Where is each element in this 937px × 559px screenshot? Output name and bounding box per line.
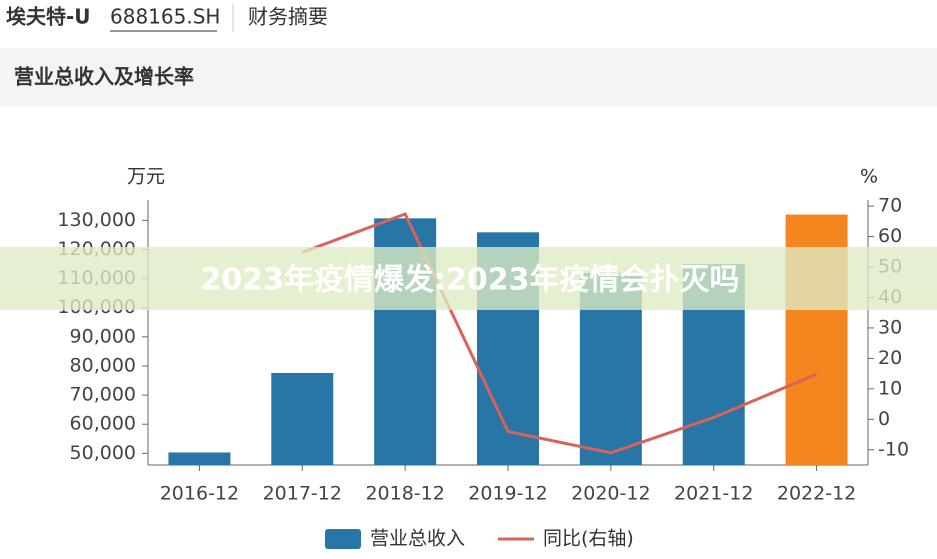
- x-tick-label: 2020-12: [571, 483, 650, 505]
- banner-text: 2023年疫情爆发:2023年疫情会扑灭吗: [201, 263, 740, 298]
- banner: [0, 247, 937, 310]
- stock-name: 埃夫特-U: [6, 5, 91, 29]
- y-tick-label: 130,000: [57, 209, 136, 231]
- legend: 营业总收入 同比(右轴): [325, 528, 634, 550]
- y2-tick-label: 60: [878, 225, 902, 247]
- y2-unit: %: [860, 166, 878, 188]
- y2-tick-label: 70: [878, 195, 902, 217]
- y-tick-label: 90,000: [70, 325, 136, 347]
- line: [301, 212, 818, 455]
- x-tick-label: 2017-12: [263, 483, 342, 505]
- y-tick-label: 70,000: [70, 384, 136, 406]
- tab[interactable]: 财务摘要: [248, 5, 328, 29]
- y2-tick-label: 30: [878, 316, 902, 338]
- x-tick-label: 2021-12: [674, 483, 753, 505]
- bar: [168, 452, 231, 465]
- x-tick-label: 2018-12: [365, 483, 444, 505]
- y-unit: 万元: [127, 166, 165, 188]
- x-tick-label: 2022-12: [777, 483, 856, 505]
- y2-tick-label: 0: [878, 408, 890, 430]
- section-title: 营业总收入及增长率: [14, 65, 194, 89]
- y2-tick-label: 10: [878, 377, 902, 399]
- stock-code[interactable]: 688165.SH: [110, 5, 220, 29]
- bar: [271, 372, 334, 465]
- section-bar: [0, 48, 937, 106]
- x-tick-label: 2016-12: [160, 483, 239, 505]
- legend-swatch: [325, 529, 361, 549]
- y-tick-label: 80,000: [70, 354, 136, 376]
- legend-label: 同比(右轴): [543, 528, 634, 550]
- y-tick-label: 50,000: [70, 442, 136, 464]
- y2-tick-label: -10: [878, 438, 909, 460]
- legend-label: 营业总收入: [370, 528, 465, 550]
- plot: 50,00060,00070,00080,00090,000100,000110…: [57, 195, 909, 505]
- y-tick-label: 60,000: [70, 413, 136, 435]
- y2-tick-label: 20: [878, 347, 902, 369]
- x-tick-label: 2019-12: [468, 483, 547, 505]
